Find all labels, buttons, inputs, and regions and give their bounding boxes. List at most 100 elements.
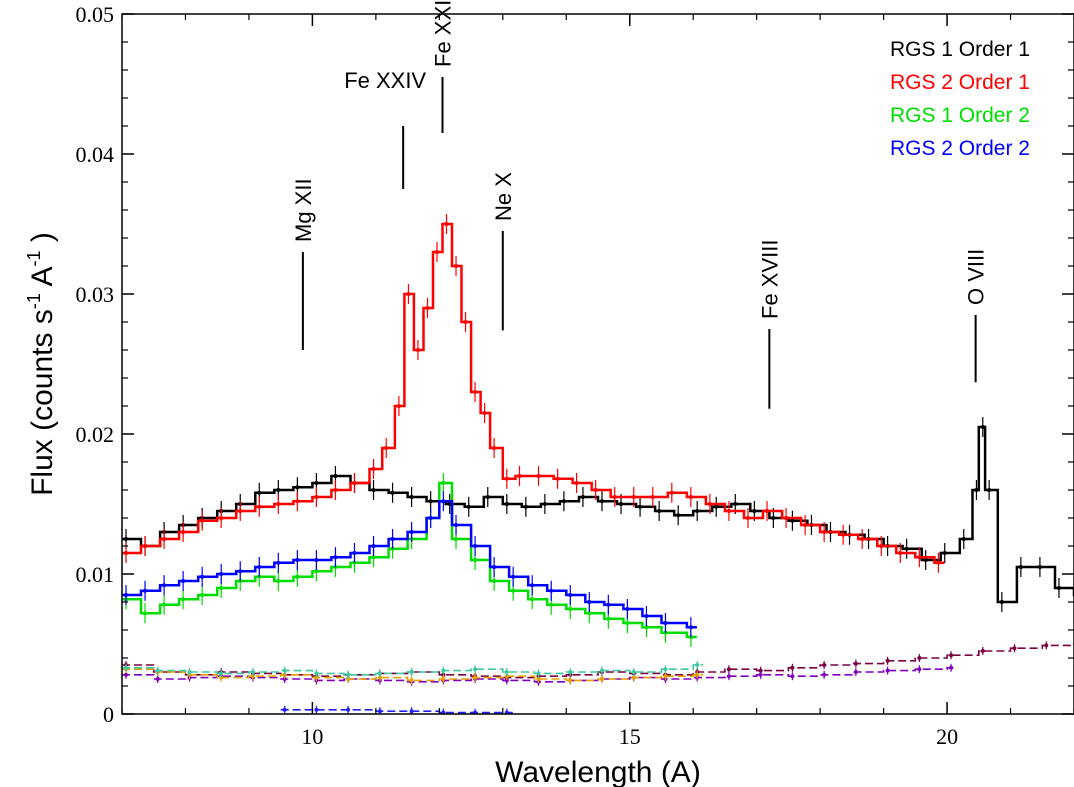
data-point: [124, 593, 128, 597]
data-point: [752, 509, 757, 513]
data-point: [726, 509, 731, 513]
data-point: [961, 537, 966, 541]
data-point: [822, 672, 827, 677]
data-point: [390, 490, 395, 495]
data-point: [695, 672, 700, 677]
data-point: [181, 530, 186, 534]
data-point: [257, 504, 262, 509]
data-point: [428, 499, 433, 504]
data-point: [536, 677, 541, 681]
data-point: [441, 481, 446, 485]
data-point: [657, 509, 662, 513]
data-point: [549, 588, 554, 593]
annotation-label: Fe XVIII: [757, 240, 782, 319]
data-point: [1012, 646, 1017, 651]
series-2: [122, 473, 697, 647]
data-point: [904, 546, 909, 551]
data-point: [425, 306, 430, 310]
data-point: [124, 672, 128, 677]
data-point: [688, 625, 693, 630]
data-point: [638, 504, 643, 509]
series-0: [122, 417, 1074, 612]
legend: RGS 1 Order 1 RGS 2 Order 1 RGS 1 Order 2 R…: [890, 38, 1030, 160]
data-point: [923, 558, 928, 562]
data-point: [885, 668, 890, 673]
data-point: [726, 674, 731, 679]
data-point: [803, 523, 808, 527]
data-point: [745, 516, 750, 520]
data-point: [200, 518, 205, 523]
axis-ticks: 10 15 20 0 0.01 0.02 0.03 0.04 0.05: [76, 2, 1074, 749]
data-point: [409, 530, 414, 534]
data-point: [371, 467, 376, 471]
data-point: [238, 569, 243, 574]
data-point: [250, 670, 255, 674]
data-point: [473, 667, 478, 672]
data-point: [853, 661, 858, 666]
legend-entry: RGS 1 Order 1: [890, 38, 1030, 61]
data-point: [568, 593, 573, 597]
data-point: [631, 495, 636, 499]
data-point: [441, 672, 446, 677]
y-tick-label: 0.05: [76, 2, 115, 27]
data-point: [187, 670, 192, 674]
data-point: [1044, 643, 1049, 648]
data-point: [784, 516, 789, 520]
data-point: [542, 502, 547, 506]
legend-entry: RGS 2 Order 1: [890, 71, 1030, 94]
data-point: [200, 574, 205, 579]
x-tick-label: 10: [301, 724, 323, 749]
y-tick-label: 0.03: [76, 282, 115, 307]
data-point: [473, 710, 478, 714]
data-point: [504, 674, 509, 679]
data-point: [1056, 586, 1061, 590]
data-point: [473, 544, 478, 548]
data-point: [898, 551, 903, 555]
data-point: [314, 675, 319, 680]
data-point: [974, 488, 979, 492]
data-point: [631, 670, 636, 674]
data-point: [276, 579, 281, 583]
data-point: [860, 537, 865, 541]
y-axis-title: Flux (counts s-1 A-1 ): [24, 232, 59, 496]
data-point: [314, 481, 319, 485]
data-point: [536, 671, 541, 676]
data-point: [463, 320, 468, 324]
data-point: [219, 586, 224, 590]
data-point: [282, 677, 287, 681]
x-tick-label: 15: [619, 724, 641, 749]
data-point: [625, 607, 630, 611]
series-line-1: [122, 222, 945, 565]
data-point: [473, 675, 478, 680]
data-point: [663, 667, 668, 672]
data-point: [409, 670, 414, 674]
data-point: [295, 499, 300, 504]
data-point: [492, 565, 497, 569]
data-point: [282, 668, 287, 673]
data-point: [250, 674, 255, 679]
data-point: [879, 544, 884, 548]
data-point: [454, 523, 459, 527]
data-point: [282, 672, 287, 677]
data-point: [619, 502, 624, 506]
series-4: [122, 641, 1074, 682]
data-point: [600, 677, 604, 681]
data-point: [473, 390, 478, 394]
y-axis-title-sup2: -1: [24, 250, 44, 266]
data-point: [346, 672, 351, 677]
data-point: [162, 583, 167, 588]
data-point: [346, 707, 351, 712]
data-point: [949, 665, 954, 670]
data-point: [409, 678, 414, 683]
data-point: [650, 495, 655, 499]
legend-entry: RGS 1 Order 2: [890, 104, 1030, 127]
data-point: [295, 574, 300, 579]
data-point: [758, 668, 763, 673]
data-point: [492, 446, 497, 450]
data-point: [371, 488, 376, 492]
data-point: [987, 488, 992, 492]
annotation-label: O VIII: [964, 249, 989, 305]
data-point: [257, 565, 262, 569]
